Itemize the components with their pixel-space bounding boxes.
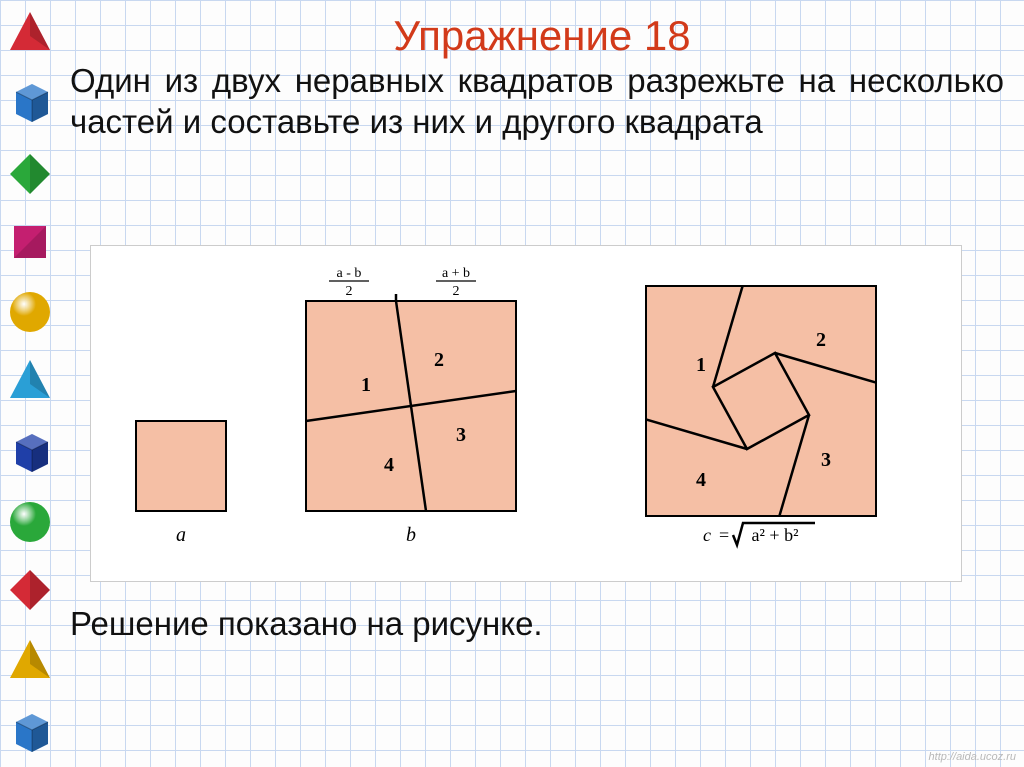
svg-text:a + b: a + b <box>442 266 470 281</box>
sidebar-triangle-icon <box>6 636 54 684</box>
sidebar-diamond-icon <box>6 566 54 614</box>
svg-text:3: 3 <box>456 424 466 446</box>
svg-text:2: 2 <box>816 329 826 351</box>
content-area: Упражнение 18 Один из двух неравных квад… <box>60 0 1024 767</box>
page-title: Упражнение 18 <box>60 12 1024 60</box>
svg-text:a - b: a - b <box>337 266 362 281</box>
sidebar-cube-icon <box>6 76 54 124</box>
diagram: a a - b 2 a + b 2 1 2 3 4 b 1 2 3 4 c = a² + b² <box>90 245 962 582</box>
svg-text:1: 1 <box>696 354 706 376</box>
sidebar-shapes <box>0 0 60 767</box>
svg-text:2: 2 <box>346 284 353 299</box>
sidebar-cube-icon <box>6 426 54 474</box>
svg-text:1: 1 <box>361 374 371 396</box>
sidebar-triangle-icon <box>6 8 54 56</box>
sidebar-diamond-icon <box>6 150 54 198</box>
watermark: http://aida.ucoz.ru <box>929 751 1016 763</box>
sidebar-triangle-icon <box>6 356 54 404</box>
svg-text:2: 2 <box>453 284 460 299</box>
svg-text:c: c <box>703 525 711 545</box>
svg-text:4: 4 <box>384 454 394 476</box>
problem-text: Один из двух неравных квадратов разрежьт… <box>60 60 1024 143</box>
solution-text: Решение показано на рисунке. <box>70 605 543 643</box>
svg-text:=: = <box>719 525 729 545</box>
sidebar-cube-icon <box>6 706 54 754</box>
svg-text:4: 4 <box>696 469 706 491</box>
svg-text:3: 3 <box>821 449 831 471</box>
sidebar-circle-icon <box>6 498 54 546</box>
diagram-svg: a a - b 2 a + b 2 1 2 3 4 b 1 2 3 4 c = a² + b² <box>91 246 961 581</box>
svg-text:b: b <box>406 524 416 546</box>
svg-text:a² + b²: a² + b² <box>752 525 799 545</box>
svg-text:a: a <box>176 524 186 546</box>
svg-text:2: 2 <box>434 349 444 371</box>
sidebar-circle-icon <box>6 288 54 336</box>
sidebar-square-icon <box>6 218 54 266</box>
